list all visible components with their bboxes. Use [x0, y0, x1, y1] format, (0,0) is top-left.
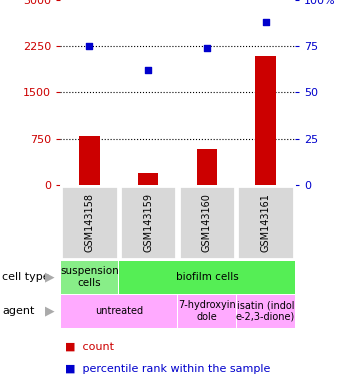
Point [204, 45, 210, 51]
Point [145, 67, 151, 73]
Text: ▶: ▶ [45, 305, 55, 318]
Text: untreated: untreated [95, 306, 143, 316]
Text: GSM143159: GSM143159 [143, 193, 153, 252]
Point [86, 43, 92, 49]
Bar [79, 136, 100, 185]
Text: isatin (indol
e-2,3-dione): isatin (indol e-2,3-dione) [236, 300, 295, 322]
Text: ▶: ▶ [45, 270, 55, 283]
Text: cell type: cell type [2, 272, 50, 282]
Text: ■  count: ■ count [65, 342, 114, 352]
Text: suspension
cells: suspension cells [60, 266, 119, 288]
Point [263, 19, 268, 25]
Text: agent: agent [2, 306, 34, 316]
Text: biofilm cells: biofilm cells [175, 272, 238, 282]
Bar [197, 149, 217, 185]
Bar [256, 56, 276, 185]
Text: GSM143158: GSM143158 [84, 193, 94, 252]
Bar [138, 173, 159, 185]
Text: ■  percentile rank within the sample: ■ percentile rank within the sample [65, 364, 270, 374]
Text: GSM143160: GSM143160 [202, 193, 212, 252]
Text: GSM143161: GSM143161 [261, 193, 271, 252]
Text: 7-hydroxyin
dole: 7-hydroxyin dole [178, 300, 236, 322]
